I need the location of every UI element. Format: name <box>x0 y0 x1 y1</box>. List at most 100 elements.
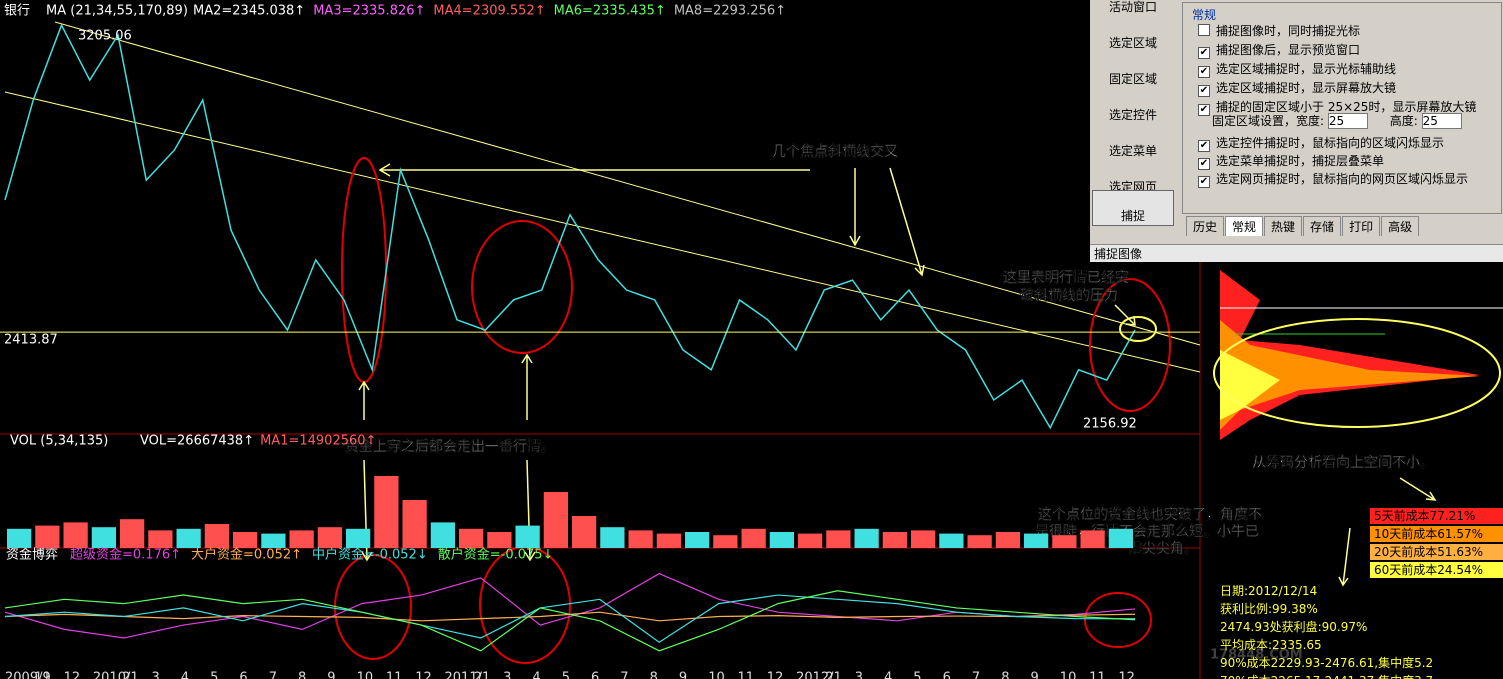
x-label: 8 <box>650 671 658 679</box>
x-label: 10 <box>357 671 374 679</box>
checkbox[interactable] <box>1198 24 1210 36</box>
volume-bar <box>91 527 116 548</box>
option-label: 捕捉的固定区域小于 25×25时，显示屏幕放大镜 <box>1216 100 1477 114</box>
x-label: 12 <box>415 671 432 679</box>
checkbox[interactable]: ✔ <box>1198 176 1210 188</box>
checkbox[interactable]: ✔ <box>1198 66 1210 78</box>
checkbox[interactable]: ✔ <box>1198 158 1210 170</box>
vol-readout: VOL=26667438↑ <box>140 434 254 449</box>
tool-button[interactable]: 活动窗口 <box>1108 0 1157 14</box>
checkbox[interactable]: ✔ <box>1198 85 1210 97</box>
volume-bar <box>515 525 540 548</box>
x-label: 3 <box>503 671 511 679</box>
x-label: 3 <box>152 671 160 679</box>
trend-line <box>54 21 1201 346</box>
option[interactable]: ✔ 捕捉的固定区域小于 25×25时，显示屏幕放大镜 <box>1198 98 1476 116</box>
flow-title: 资金博弈 <box>6 547 58 563</box>
x-label: 8 <box>1001 671 1009 679</box>
x-label: 6 <box>943 671 951 679</box>
tool-button[interactable]: 固定区域 <box>1108 72 1157 86</box>
volume-bar <box>713 535 738 548</box>
annotation: 资金上穿之后都会走出一番行情。 <box>345 438 555 455</box>
volume-bar <box>882 532 907 548</box>
legend-entry: 中户资金=-0.052↓ <box>312 547 428 563</box>
cost-row: 60天前成本24.54% <box>1370 562 1503 578</box>
height-input[interactable]: 25 <box>1421 113 1462 129</box>
status-bar: 捕捉图像 <box>1090 244 1503 262</box>
option-label: 选定控件捕捉时，鼠标指向的区域闪烁显示 <box>1216 136 1445 150</box>
tool-button[interactable]: 选定区域 <box>1108 36 1157 50</box>
x-label: 12 <box>64 671 81 679</box>
x-label: 11 <box>738 671 755 679</box>
tool-button[interactable]: 选定控件 <box>1108 108 1157 122</box>
checkbox[interactable]: ✔ <box>1198 104 1210 116</box>
tool-button[interactable]: 捕捉 <box>1092 190 1174 226</box>
volume-bar <box>854 528 879 548</box>
option[interactable]: 捕捉图像时，同时捕捉光标 <box>1198 22 1360 39</box>
volume-bar <box>487 532 512 548</box>
x-label: 2010/1 <box>93 671 139 679</box>
chip-area <box>1220 270 1480 440</box>
option[interactable]: ✔ 选定网页捕捉时，鼠标指向的网页区域闪烁显示 <box>1198 170 1468 188</box>
volume-bar <box>769 532 794 548</box>
volume-bar <box>543 492 568 548</box>
x-label: 6 <box>591 671 599 679</box>
option[interactable]: ✔ 捕捉图像后，显示预览窗口 <box>1198 41 1360 59</box>
option[interactable]: ✔ 选定区域捕捉时，显示屏幕放大镜 <box>1198 79 1396 97</box>
info-line: 90%成本2229.93-2476.61,集中度5.2 <box>1220 656 1434 670</box>
info-line: 获利比例:99.38% <box>1220 602 1318 616</box>
info-line: 平均成本:2335.65 <box>1220 638 1322 652</box>
volume-bar <box>430 522 455 548</box>
stock-name: 银行 <box>4 4 30 19</box>
volume-bar <box>1024 533 1049 548</box>
tool-button[interactable]: 选定菜单 <box>1108 144 1157 158</box>
option-label: 捕捉图像后，显示预览窗口 <box>1216 43 1361 57</box>
option[interactable]: ✔ 选定菜单捕捉时，捕捉层叠菜单 <box>1198 152 1384 170</box>
volume-bar <box>148 530 173 548</box>
flow-line <box>4 590 1136 652</box>
tab[interactable]: 热键 <box>1264 216 1303 236</box>
ma-readout: MA2=2345.038↑ <box>193 4 305 19</box>
tab[interactable]: 打印 <box>1342 216 1381 236</box>
x-label: 2 <box>474 671 482 679</box>
x-label: 4 <box>181 671 189 679</box>
size-row: 固定区域设置，宽度: 25 高度: 25 <box>1212 112 1462 129</box>
cost-row: 20天前成本51.63% <box>1370 544 1503 560</box>
checkbox[interactable]: ✔ <box>1198 140 1210 152</box>
info-line: 日期:2012/12/14 <box>1220 584 1318 598</box>
highlight-ellipse <box>1213 318 1501 428</box>
info-line: 70%成本2265.17-2441.37,集中度3.7 <box>1220 672 1433 679</box>
volume-bar <box>967 535 992 548</box>
x-label: 2009/9 <box>5 671 51 679</box>
tab[interactable]: 历史 <box>1186 216 1225 236</box>
tab[interactable]: 存储 <box>1303 216 1342 236</box>
ma-readout: MA3=2335.826↑ <box>313 4 425 19</box>
option[interactable]: ✔ 选定控件捕捉时，鼠标指向的区域闪烁显示 <box>1198 134 1444 152</box>
volume-bar <box>261 533 286 548</box>
volume-bar <box>289 530 314 548</box>
x-label: 2 <box>825 671 833 679</box>
tab[interactable]: 常规 <box>1225 216 1264 236</box>
option-label: 选定区域捕捉时，显示屏幕放大镜 <box>1216 81 1397 95</box>
x-label: 9 <box>1031 671 1039 679</box>
volume-bar <box>628 530 653 548</box>
ma-readout: MA6=2335.435↑ <box>554 4 666 19</box>
tab[interactable]: 高级 <box>1381 216 1420 236</box>
volume-bar <box>685 532 710 548</box>
volume-bar <box>600 527 625 548</box>
x-label: 9 <box>327 671 335 679</box>
legend-entry: 超级资金=0.176↑ <box>70 547 181 563</box>
chip-area <box>1220 350 1280 420</box>
option-label: 选定菜单捕捉时，捕捉层叠菜单 <box>1216 154 1385 168</box>
annotation: 破斜横线的压力 <box>1020 287 1118 304</box>
volume-bar <box>741 528 766 548</box>
option[interactable]: ✔ 选定区域捕捉时，显示光标辅助线 <box>1198 60 1396 78</box>
volume-bar <box>656 533 681 548</box>
checkbox[interactable]: ✔ <box>1198 47 1210 59</box>
legend-entry: 大户资金=0.052↑ <box>191 547 302 563</box>
annotation: 露尖尖角。 <box>1128 540 1198 557</box>
annotation: 这里表明行情已经突 <box>1003 269 1129 286</box>
highlight-ellipse <box>471 220 573 354</box>
volume-bar <box>63 522 88 548</box>
